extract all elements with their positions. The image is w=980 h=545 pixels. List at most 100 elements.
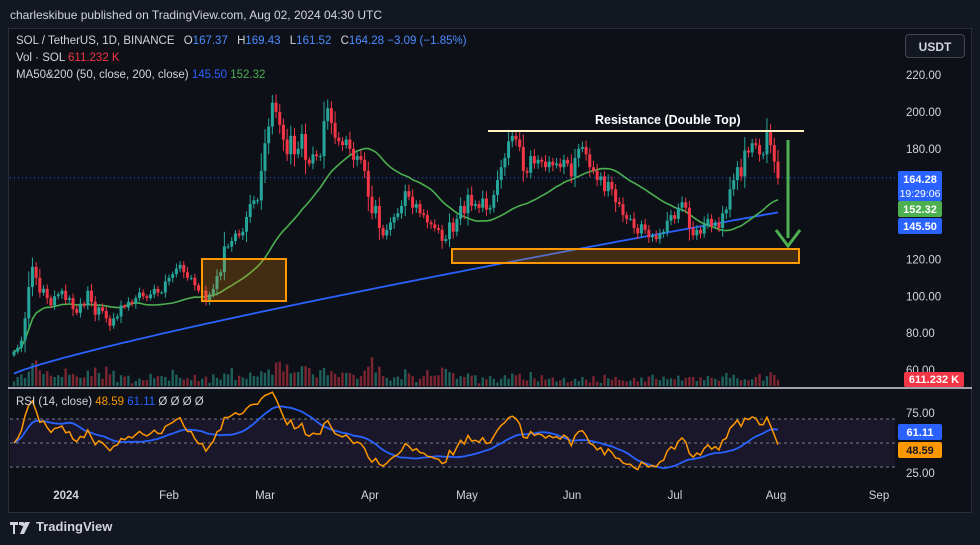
volume-bar xyxy=(680,380,684,386)
candle xyxy=(706,213,710,229)
candle-body xyxy=(721,213,725,229)
volume-bar xyxy=(304,366,307,386)
candle-body xyxy=(532,156,536,164)
candle xyxy=(293,128,297,167)
candle-body xyxy=(403,191,407,206)
price-label-box xyxy=(898,218,942,234)
rsi-line xyxy=(13,391,779,471)
currency-button[interactable]: USDT xyxy=(905,34,965,58)
candle xyxy=(174,263,178,278)
candle xyxy=(695,225,699,241)
candle xyxy=(226,243,230,249)
volume-bar xyxy=(610,379,614,386)
volume-bar xyxy=(481,377,484,386)
candle xyxy=(12,349,16,357)
candle xyxy=(208,291,212,306)
candle xyxy=(108,315,112,331)
candle xyxy=(19,336,23,353)
volume-bar xyxy=(529,372,532,386)
candle xyxy=(651,232,655,242)
candle xyxy=(647,225,651,243)
volume-bar xyxy=(477,383,481,386)
volume-bar xyxy=(175,374,178,386)
candle xyxy=(333,111,337,144)
candle xyxy=(503,153,507,177)
candle xyxy=(717,217,721,233)
volume-bar xyxy=(274,362,278,386)
candle-body xyxy=(19,340,23,348)
volume-bar xyxy=(241,377,245,386)
volume-bar xyxy=(666,379,669,386)
chart-panel[interactable] xyxy=(8,28,972,513)
candle-body xyxy=(765,132,769,155)
candle-body xyxy=(595,170,599,181)
symbol-name[interactable]: SOL / TetherUS, 1D, BINANCE xyxy=(16,35,175,47)
candle xyxy=(710,214,714,233)
rsi-extra: Ø Ø Ø Ø xyxy=(158,396,204,408)
candle-body xyxy=(178,264,182,269)
candle xyxy=(93,296,97,322)
volume-bar xyxy=(112,370,115,386)
candle-body xyxy=(396,213,400,217)
candle xyxy=(662,229,666,238)
volume-bar xyxy=(12,381,16,386)
candle-body xyxy=(710,218,714,227)
tradingview-logo[interactable]: TradingView xyxy=(10,519,112,537)
candle xyxy=(75,305,79,316)
candle-body xyxy=(333,122,337,138)
candle xyxy=(746,146,750,158)
candle xyxy=(123,303,127,309)
candle xyxy=(152,284,156,299)
candle xyxy=(754,138,758,149)
rsi-label-box xyxy=(898,442,942,458)
candle-body xyxy=(137,292,141,299)
low-value: 161.52 xyxy=(296,35,332,47)
candle-body xyxy=(104,311,108,319)
volume-bar xyxy=(725,372,728,386)
volume-bar xyxy=(101,378,104,386)
volume-bar xyxy=(773,374,776,386)
volume-bar xyxy=(237,375,241,386)
volume-bar xyxy=(138,378,141,386)
candle-body xyxy=(16,347,20,352)
open-value: 167.37 xyxy=(192,35,228,47)
volume-label[interactable]: Vol · SOL xyxy=(16,52,65,64)
volume-bar xyxy=(669,378,673,386)
volume-bar xyxy=(732,374,735,386)
candle-body xyxy=(459,205,463,219)
candle-body xyxy=(326,108,330,122)
candle xyxy=(263,129,267,184)
volume-bar xyxy=(182,379,185,386)
volume-bar xyxy=(503,375,507,386)
candle-body xyxy=(411,196,415,208)
candle-body xyxy=(329,108,333,123)
volume-bar xyxy=(16,377,19,386)
candle-body xyxy=(281,124,285,140)
volume-bar xyxy=(407,373,411,386)
volume-bar xyxy=(418,378,422,386)
price-tick-label: 180.00 xyxy=(906,144,941,156)
candle-body xyxy=(141,292,145,297)
volume-bar xyxy=(437,375,440,386)
rsi-label[interactable]: RSI (14, close) xyxy=(16,396,93,408)
volume-bar xyxy=(64,368,67,386)
symbol-legend: SOL / TetherUS, 1D, BINANCE O167.37 H169… xyxy=(16,35,467,47)
volume-bar xyxy=(743,379,746,386)
candle-body xyxy=(211,288,215,295)
candle-body xyxy=(49,298,53,306)
volume-bar xyxy=(643,381,647,386)
candle-body xyxy=(444,239,448,241)
candle-body xyxy=(643,224,647,230)
ma-label[interactable]: MA50&200 (50, close, 200, close) xyxy=(16,69,189,81)
candle-body xyxy=(241,231,245,236)
candle xyxy=(772,137,776,173)
volume-bar xyxy=(208,382,211,386)
volume-bar xyxy=(496,382,499,386)
volume-bar xyxy=(381,376,385,386)
candle xyxy=(761,151,765,160)
volume-bar xyxy=(119,375,123,386)
candle-body xyxy=(735,167,739,181)
candle xyxy=(433,219,437,232)
candle xyxy=(440,224,444,249)
